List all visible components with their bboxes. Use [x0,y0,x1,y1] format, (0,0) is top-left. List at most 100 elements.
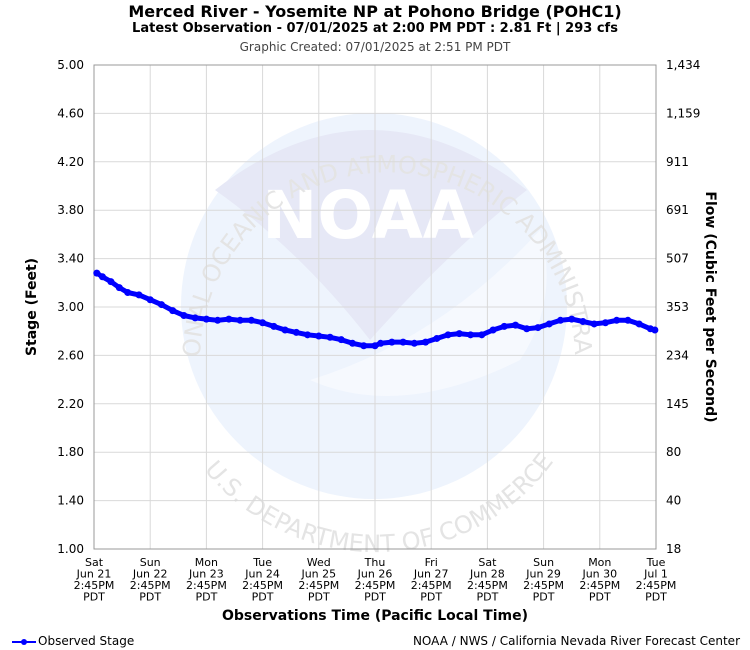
y-tick-label: 3.00 [57,300,84,314]
observed-stage-point [236,316,244,324]
y-axis-label: Stage (Feet) [24,258,40,356]
x-tick-label: Mon Jun 30 2:45PM PDT [579,556,620,604]
observed-stage-point [568,315,576,323]
credit-text: NOAA / NWS / California Nevada River For… [412,634,740,648]
y2-axis-ticks: 18 40 80 145 234 353 507 691 911 1,159 1,434 [666,58,700,556]
y-tick-label: 1.40 [57,494,84,508]
observed-stage-point [455,330,463,338]
observed-stage-point [444,331,452,339]
chart-subtitle: Latest Observation - 07/01/2025 at 2:00 … [132,21,618,36]
grid-lines [93,64,657,550]
noaa-watermark: NOAA NATIONAL OCEANIC AND ATMOSPHERIC AD… [0,0,597,558]
observed-stage-point [315,332,323,340]
observed-stage-point [545,320,553,328]
observed-stage-point [349,339,357,347]
observed-stage-point [651,326,659,334]
observed-stage-point [489,326,497,334]
observed-stage-point [247,316,255,324]
observed-stage-point [399,338,407,346]
legend-label: Observed Stage [38,634,135,648]
observed-stage-point [124,288,132,296]
y2-tick-label: 145 [666,397,689,411]
y2-tick-label: 234 [666,348,689,362]
y-tick-label: 2.20 [57,397,84,411]
y-tick-label: 4.60 [57,106,84,120]
observed-stage-point [388,338,396,346]
observed-stage-point [635,320,643,328]
plot-frame [93,64,657,550]
x-tick-label: Sat Jun 21 2:45PM PDT [74,556,115,604]
y2-tick-label: 1,159 [666,106,700,120]
observed-stage-point [202,315,210,323]
y2-tick-label: 80 [666,445,681,459]
y2-tick-label: 911 [666,155,689,169]
y-tick-label: 2.60 [57,348,84,362]
observed-stage-point [410,339,418,347]
y2-tick-label: 691 [666,203,689,217]
legend-swatch [12,637,36,647]
observed-stage-point [371,342,379,350]
observed-stage-point [534,324,542,332]
observed-stage-point [214,316,222,324]
observed-stage-point [624,316,632,324]
y-tick-label: 1.00 [57,542,84,556]
y-tick-label: 4.20 [57,155,84,169]
observed-stage-point [270,322,278,330]
x-tick-label: Sun Jun 22 2:45PM PDT [130,556,171,604]
observed-stage-point [422,338,430,346]
observed-stage-point [590,320,598,328]
observed-stage-point [467,331,475,339]
observed-stage-point [292,328,300,336]
y2-tick-label: 1,434 [666,58,700,72]
observed-stage-point [377,339,385,347]
observed-stage-point [135,291,143,299]
x-tick-label: Mon Jun 23 2:45PM PDT [186,556,227,604]
observed-stage-point [337,336,345,344]
observed-stage-point [169,307,177,315]
x-tick-label: Fri Jun 27 2:45PM PDT [411,556,452,604]
legend: Observed Stage [12,634,134,648]
observed-stage-point [360,342,368,350]
observed-stage-point [556,316,564,324]
observed-stage-point [225,315,233,323]
observed-stage-point [478,331,486,339]
series-group [93,269,659,350]
observed-stage-point [107,278,115,286]
y2-tick-label: 507 [666,252,689,266]
observed-stage-point [512,321,519,329]
observed-stage-point [180,311,188,319]
observed-stage-point [146,296,154,304]
observed-stage-point [304,331,312,339]
y-tick-label: 3.40 [57,252,84,266]
observed-stage-point [500,322,508,330]
observed-stage-point [93,269,101,277]
observed-stage-point [191,314,199,322]
observed-stage-point [579,318,587,326]
graphic-created: Graphic Created: 07/01/2025 at 2:51 PM P… [239,40,511,54]
x-axis-ticks: Sat Jun 21 2:45PM PDT Sun Jun 22 2:45PM PDT Mon J… [74,556,677,604]
observed-stage-point [433,334,441,342]
x-tick-label: Sat Jun 28 2:45PM PDT [467,556,508,604]
observed-stage-point [326,333,334,341]
x-axis-label: Observations Time (Pacific Local Time) [222,608,528,624]
x-tick-label: Sun Jun 29 2:45PM PDT [523,556,564,604]
x-tick-label: Tue Jun 24 2:45PM PDT [242,556,283,604]
y2-tick-label: 18 [666,542,681,556]
x-tick-label: Thu Jun 26 2:45PM PDT [355,556,396,604]
y-tick-label: 5.00 [57,58,84,72]
observed-stage-point [601,319,609,327]
observed-stage-point [613,316,621,324]
y2-tick-label: 40 [666,494,681,508]
observed-stage-point [115,284,123,292]
y-tick-label: 3.80 [57,203,84,217]
y2-axis-label: Flow (Cubic Feet per Second) [702,191,718,422]
x-tick-label: Tue Jul 1 2:45PM PDT [636,556,677,604]
observed-stage-point [157,301,165,309]
observed-stage-point [281,326,289,334]
x-tick-label: Wed Jun 25 2:45PM PDT [298,556,339,604]
chart-title: Merced River - Yosemite NP at Pohono Bri… [128,2,622,21]
observed-stage-point [259,319,267,327]
y-tick-label: 1.80 [57,445,84,459]
observed-stage-point [523,325,531,333]
